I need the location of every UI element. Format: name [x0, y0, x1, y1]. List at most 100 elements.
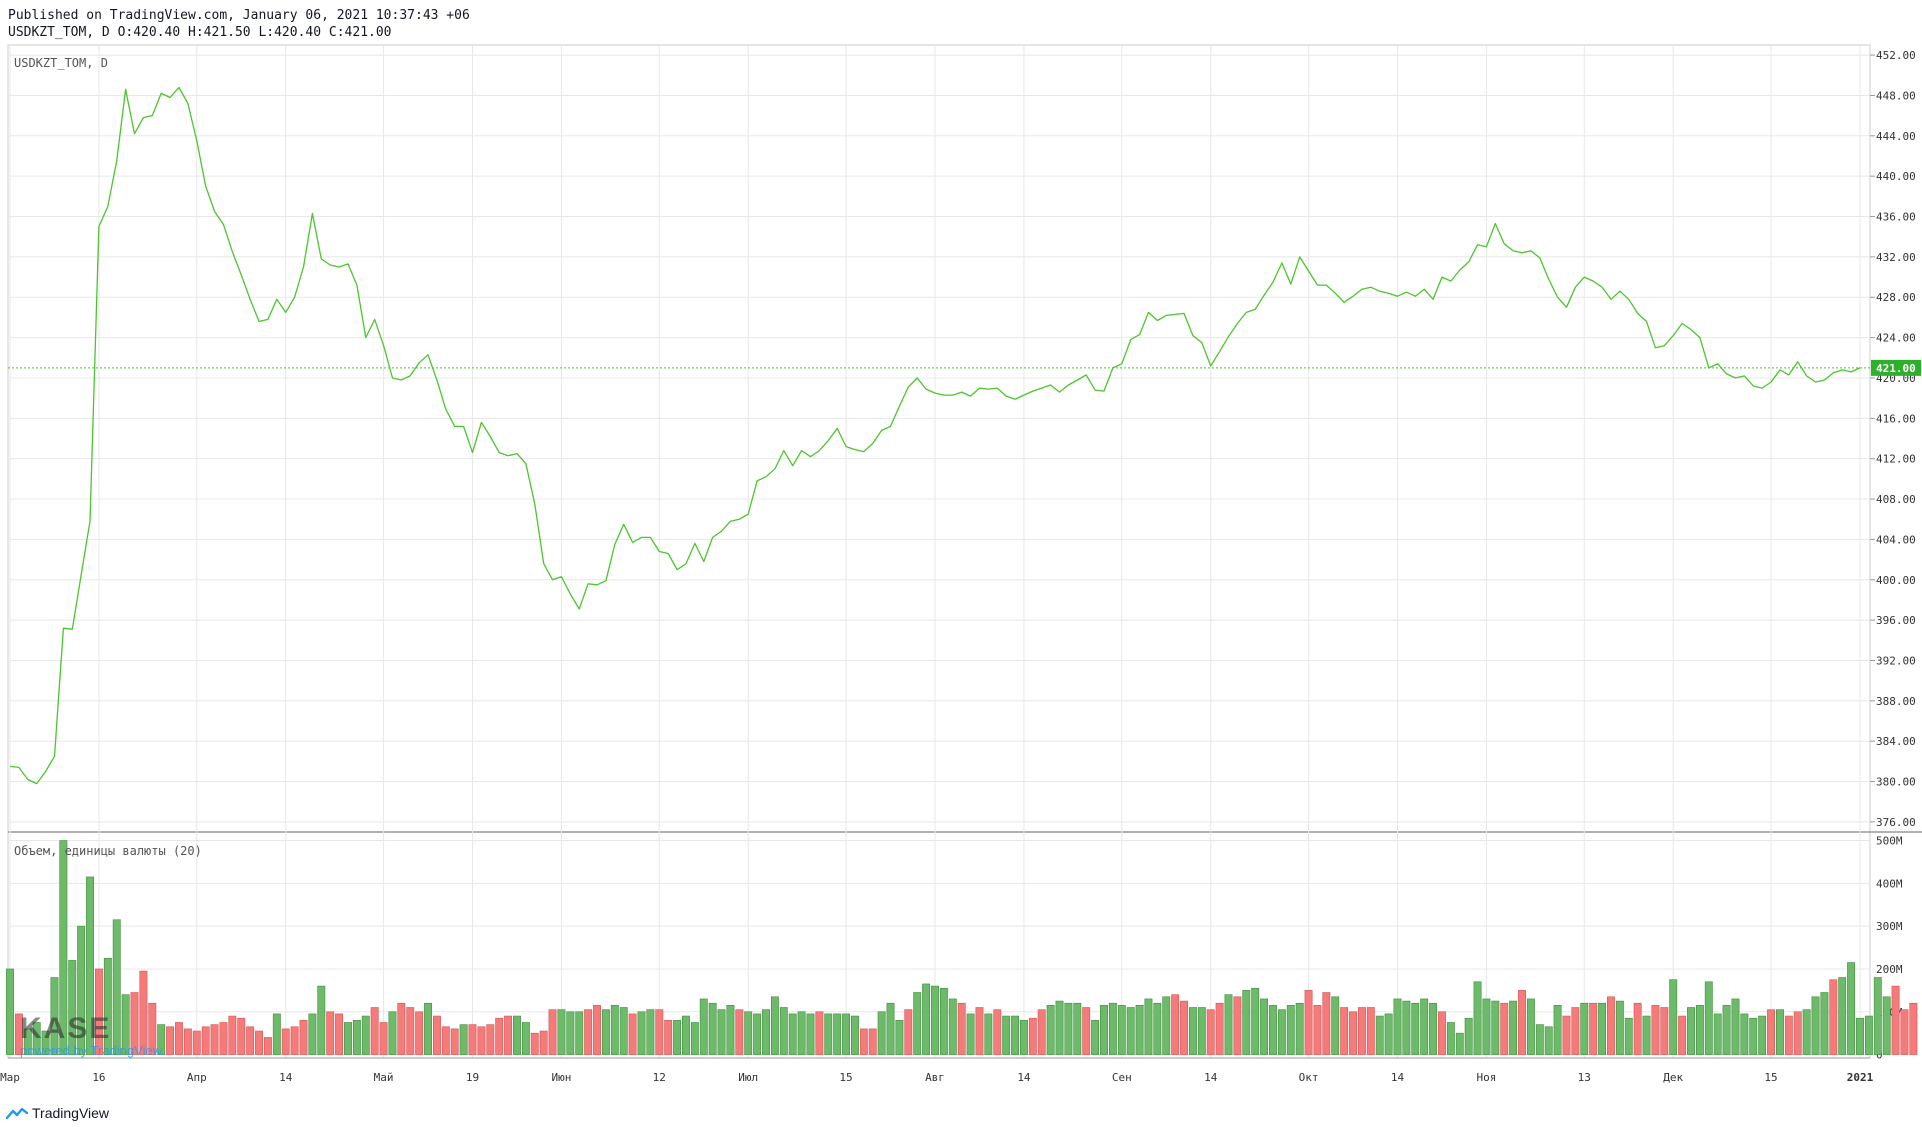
volume-bar — [1126, 1007, 1135, 1055]
publish-info: Published on TradingView.com, January 06… — [8, 8, 470, 23]
tradingview-logo-icon — [6, 1107, 28, 1119]
volume-bar — [770, 996, 779, 1055]
volume-bar — [175, 1022, 183, 1055]
volume-bar — [361, 1015, 370, 1055]
volume-bar — [833, 1013, 842, 1055]
volume-bar — [1215, 1002, 1224, 1055]
volume-bar — [655, 1009, 664, 1055]
x-tick-label: 14 — [1204, 1071, 1218, 1084]
volume-bar — [219, 1022, 228, 1055]
volume-bar — [370, 1007, 379, 1055]
volume-bar — [1615, 1000, 1624, 1055]
volume-bar — [272, 1013, 281, 1055]
volume-bar — [1162, 996, 1171, 1055]
volume-bar — [1108, 1002, 1117, 1055]
volume-bar — [575, 1011, 584, 1055]
volume-bar — [762, 1009, 770, 1055]
volume-bar — [1535, 1024, 1544, 1055]
volume-tick-label: 200M — [1876, 963, 1903, 976]
volume-bar — [344, 1022, 352, 1055]
x-tick-label: 15 — [839, 1071, 852, 1084]
volume-bar — [1873, 977, 1882, 1055]
volume-bar — [388, 1011, 397, 1055]
x-tick-label: Мар — [0, 1071, 20, 1084]
volume-bar — [1633, 1002, 1642, 1055]
volume-bar — [1669, 979, 1678, 1055]
x-tick-label: Май — [374, 1071, 394, 1084]
volume-bar — [59, 840, 68, 1055]
volume-bar — [779, 1007, 788, 1055]
volume-bar — [103, 957, 112, 1055]
volume-bar — [877, 1011, 886, 1055]
volume-bar — [797, 1011, 806, 1055]
y-tick-label: 412.00 — [1876, 453, 1916, 466]
volume-bar — [50, 977, 59, 1055]
volume-bar — [1607, 996, 1615, 1055]
x-tick-label: Сен — [1112, 1071, 1132, 1084]
volume-bar — [1260, 998, 1269, 1055]
volume-bar — [1180, 1000, 1188, 1055]
volume-bar — [913, 992, 922, 1055]
volume-bar — [1580, 1002, 1589, 1055]
volume-bar — [290, 1026, 299, 1055]
volume-bar — [1313, 1005, 1322, 1055]
volume-bar — [468, 1024, 477, 1055]
volume-bar — [77, 925, 86, 1055]
y-tick-label: 440.00 — [1876, 170, 1916, 183]
volume-bar — [1802, 1009, 1811, 1055]
powered-by-text: powered by TradingView — [20, 1043, 163, 1058]
y-tick-label: 404.00 — [1876, 533, 1916, 546]
volume-bar — [1064, 1002, 1073, 1055]
y-tick-label: 408.00 — [1876, 493, 1916, 506]
volume-bar — [263, 1037, 272, 1055]
y-tick-label: 432.00 — [1876, 251, 1916, 264]
x-tick-label: Окт — [1299, 1071, 1319, 1084]
volume-bar — [1322, 992, 1331, 1055]
volume-bar — [1429, 1002, 1438, 1055]
volume-bar — [441, 1026, 450, 1055]
volume-bar — [1046, 1005, 1055, 1055]
volume-bar — [726, 1005, 735, 1055]
volume-bar — [379, 1022, 388, 1055]
volume-bar — [539, 1030, 548, 1055]
volume-bar — [1277, 1009, 1286, 1055]
volume-bar — [1366, 1007, 1375, 1055]
y-tick-label: 392.00 — [1876, 654, 1916, 667]
volume-bar — [68, 960, 77, 1055]
volume-bar — [637, 1011, 646, 1055]
volume-bar — [432, 1015, 441, 1055]
volume-bar — [1838, 977, 1847, 1055]
volume-bar — [335, 1013, 344, 1055]
volume-bar — [1589, 1002, 1598, 1055]
volume-bar — [299, 1020, 308, 1055]
volume-bar — [1624, 1017, 1633, 1055]
y-tick-label: 384.00 — [1876, 735, 1916, 748]
volume-bar — [1500, 1002, 1509, 1055]
volume-bar — [788, 1013, 797, 1055]
x-tick-label: 15 — [1764, 1071, 1777, 1084]
last-price-label: 421.00 — [1876, 362, 1916, 375]
volume-bar — [682, 1015, 690, 1055]
x-tick-label: 13 — [1578, 1071, 1591, 1084]
volume-tick-label: 0 — [1876, 1049, 1883, 1062]
volume-bar — [406, 1007, 415, 1055]
volume-bar — [601, 1009, 610, 1055]
volume-bar — [1224, 994, 1233, 1055]
volume-bar — [112, 919, 121, 1055]
volume-bar — [1660, 1007, 1669, 1055]
volume-bar — [1473, 981, 1482, 1055]
x-tick-label: 14 — [1017, 1071, 1031, 1084]
y-tick-label: 396.00 — [1876, 614, 1916, 627]
volume-tick-label: 500M — [1876, 835, 1903, 848]
footer-brand[interactable]: TradingView — [6, 1105, 109, 1121]
x-tick-label: Ноя — [1477, 1071, 1497, 1084]
volume-bar — [842, 1013, 851, 1055]
y-tick-label: 424.00 — [1876, 332, 1916, 345]
volume-bar — [148, 1002, 157, 1055]
volume-bar — [1811, 996, 1820, 1055]
volume-bar — [1562, 1015, 1571, 1055]
volume-bar — [1526, 998, 1535, 1055]
volume-bar — [1784, 1015, 1793, 1055]
volume-bar — [94, 968, 103, 1055]
